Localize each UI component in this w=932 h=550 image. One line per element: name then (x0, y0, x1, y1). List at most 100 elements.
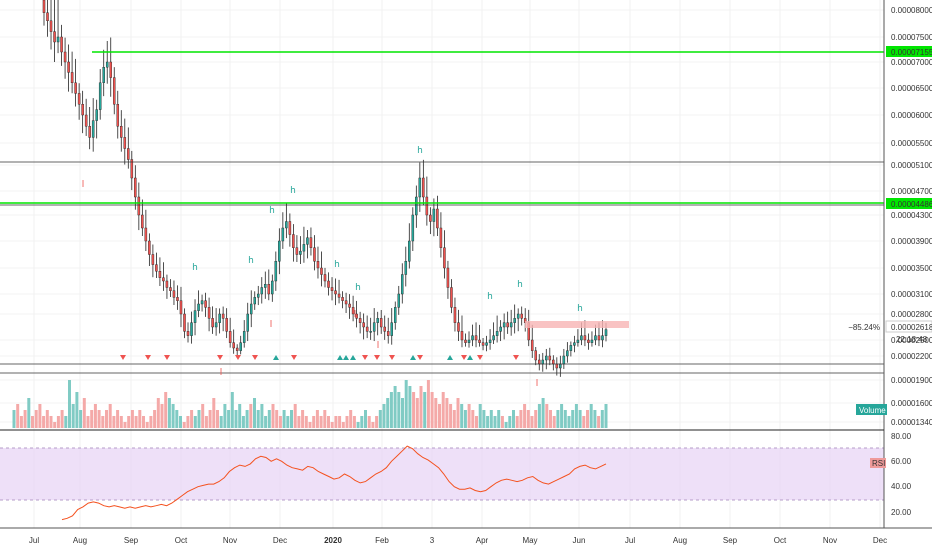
candle-body (242, 331, 246, 343)
volume-bar (182, 422, 186, 428)
signal-triangle (273, 355, 279, 360)
rsi-line (61, 445, 607, 521)
candle-body (295, 247, 299, 255)
candle-body (418, 177, 422, 198)
volume-bar (241, 416, 245, 428)
volume-bar (105, 410, 108, 428)
signal-triangle (410, 355, 416, 360)
countdown-label: 22:18:48 (896, 335, 928, 344)
candle-body (562, 355, 566, 365)
volume-bar (308, 422, 312, 428)
candle-body (516, 313, 520, 319)
volume-bar (142, 416, 145, 428)
candle-body (271, 280, 274, 295)
volume-bar (386, 398, 390, 428)
volume-bar (456, 398, 460, 428)
candle-body (474, 335, 478, 341)
candle-body (246, 313, 249, 332)
candle-body (207, 307, 211, 319)
candle-body (393, 307, 397, 323)
volume-bar (245, 410, 249, 428)
volume-bar (323, 410, 327, 428)
candle-body (221, 313, 225, 319)
volume-bar (223, 404, 227, 428)
volume-bar (90, 410, 94, 428)
volume-bar (164, 392, 168, 428)
price-tick-label: 0.00007000 (891, 58, 932, 67)
candle-body (559, 363, 562, 369)
candle-body (453, 307, 457, 323)
candle-body (348, 303, 351, 308)
volume-bar (297, 416, 301, 428)
candle-body (450, 287, 453, 308)
candle-body (155, 264, 158, 272)
volume-bar (304, 416, 308, 428)
rsi-tick-label: 60.00 (891, 457, 912, 466)
candle-body (372, 322, 376, 332)
x-tick-label: 2020 (324, 536, 342, 545)
candle-body (214, 322, 218, 328)
candle-body (260, 287, 264, 295)
volume-bar (56, 416, 60, 428)
x-tick-label: Sep (723, 536, 738, 545)
volume-bar (130, 410, 134, 428)
candle-body (422, 177, 425, 198)
candle-body (390, 322, 393, 336)
candle-body (134, 177, 137, 198)
volume-bar (319, 416, 323, 428)
x-tick-label: Jul (625, 536, 635, 545)
candle-body (253, 297, 257, 305)
volume-bar (523, 404, 527, 428)
candle-body (116, 103, 120, 127)
last-price-bg (885, 320, 932, 333)
volume-bar (253, 398, 256, 428)
signal-triangle (120, 355, 126, 360)
candle-body (481, 342, 485, 346)
candle-body (355, 313, 358, 319)
candle-body (457, 322, 460, 332)
candle-body (249, 303, 253, 315)
candle-body (566, 350, 569, 357)
volume-bar (463, 410, 467, 428)
pivot-marker: h (417, 146, 423, 156)
volume-bar (230, 392, 234, 428)
rsi-pane (0, 445, 884, 521)
rsi-tick-label: 20.00 (891, 508, 912, 517)
candle-body (467, 339, 471, 343)
volume-bar (171, 404, 175, 428)
volume-bar (234, 410, 238, 428)
candle-body (425, 196, 429, 216)
candle-body (309, 237, 313, 248)
volume-bar (82, 398, 86, 428)
candle-body (313, 247, 316, 262)
pivot-marker: h (290, 186, 296, 196)
volume-bar (123, 422, 127, 428)
volume-bar (53, 422, 57, 428)
candle-body (569, 345, 573, 351)
x-tick-label: Feb (375, 536, 389, 545)
pivot-marker: h (269, 206, 275, 216)
volume-bar (282, 410, 286, 428)
candle-body (520, 313, 523, 319)
volume-bar (179, 416, 182, 428)
signal-triangle (477, 355, 483, 360)
volume-bar (419, 386, 423, 428)
signal-triangle (362, 355, 368, 360)
volume-tag-bg (856, 404, 887, 415)
volume-bar (193, 416, 197, 428)
x-tick-label: Jun (573, 536, 586, 545)
candle-body (365, 326, 369, 332)
volume-bar (378, 410, 382, 428)
volume-bar (408, 386, 412, 428)
pivot-marker: l (536, 379, 539, 389)
rsi-tag: RSI (872, 459, 885, 468)
levels (0, 51, 884, 374)
candle-body (408, 240, 411, 262)
volume-bar (493, 416, 497, 428)
x-tick-label: Aug (673, 536, 687, 545)
last-price-label: 0.00002618 (891, 323, 932, 332)
candle-body (478, 339, 481, 343)
volume-bar (12, 410, 16, 428)
